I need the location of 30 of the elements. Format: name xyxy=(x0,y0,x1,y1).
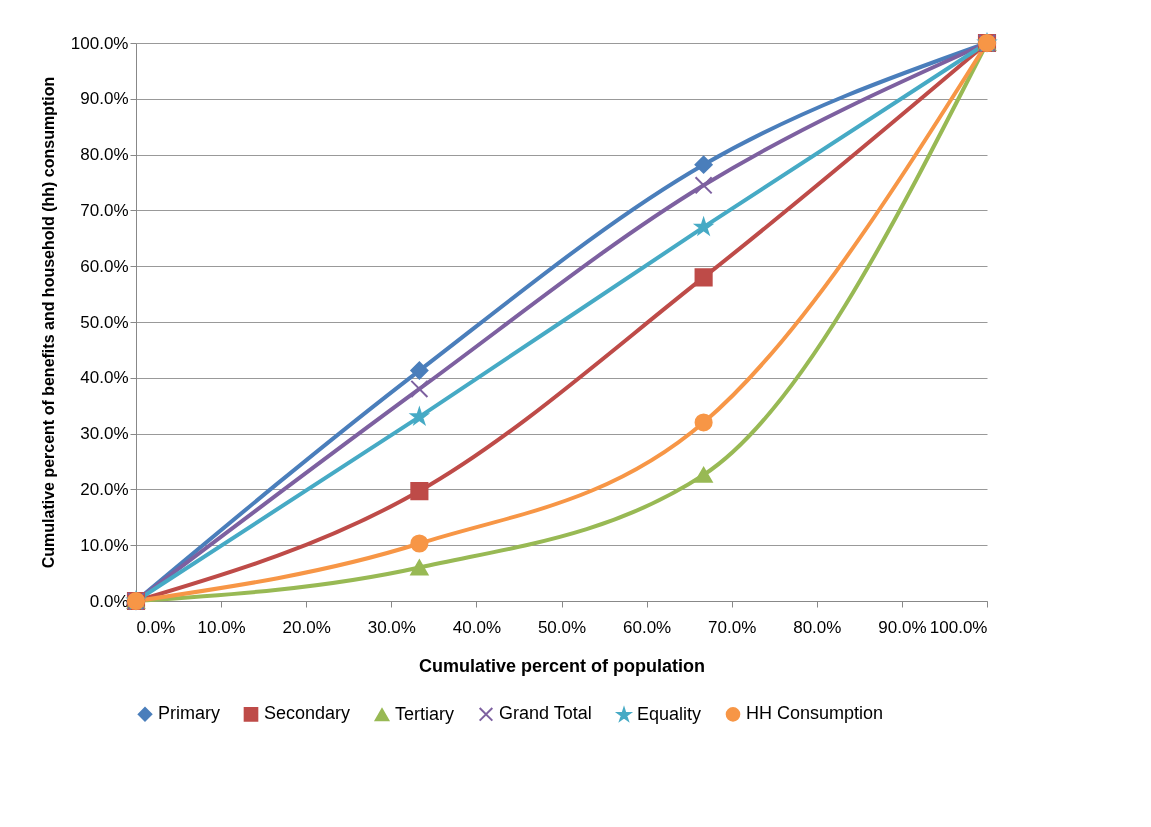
y-axis-title: Cumulative percent of benefits and household (hh) consumption xyxy=(39,76,57,569)
x-tick-label: 80.0% xyxy=(793,617,842,637)
legend-label: Secondary xyxy=(264,703,351,724)
y-tick-label: 80.0% xyxy=(80,145,129,165)
x-tick-label: 0.0% xyxy=(136,617,176,637)
y-tick-label: 30.0% xyxy=(80,424,129,444)
legend-label: HH Consumption xyxy=(746,703,884,724)
x-tick-label: 30.0% xyxy=(367,617,416,637)
x-tick-label: 10.0% xyxy=(197,617,246,637)
y-tick-label: 60.0% xyxy=(80,256,129,276)
y-tick-label: 70.0% xyxy=(80,200,129,220)
y-tick-label: 10.0% xyxy=(80,535,129,555)
x-tick-label: 100.0% xyxy=(929,617,988,637)
y-tick-label: 40.0% xyxy=(80,368,129,388)
legend-label: Grand Total xyxy=(499,703,592,724)
x-tick-label: 20.0% xyxy=(282,617,331,637)
x-axis-title: Cumulative percent of population xyxy=(418,655,706,676)
x-tick-label: 90.0% xyxy=(878,617,927,637)
y-tick-label: 90.0% xyxy=(80,89,129,109)
y-tick-label: 20.0% xyxy=(80,479,129,499)
y-tick-label: 100.0% xyxy=(70,33,129,53)
x-tick-label: 40.0% xyxy=(452,617,501,637)
legend-label: Equality xyxy=(637,703,702,724)
x-tick-label: 50.0% xyxy=(537,617,587,637)
legend-label: Primary xyxy=(158,703,220,724)
y-tick-label: 50.0% xyxy=(80,312,129,332)
x-tick-label: 60.0% xyxy=(623,617,672,637)
legend-label: Tertiary xyxy=(395,703,455,724)
x-tick-label: 70.0% xyxy=(708,617,757,637)
y-tick-label: 0.0% xyxy=(89,591,129,611)
